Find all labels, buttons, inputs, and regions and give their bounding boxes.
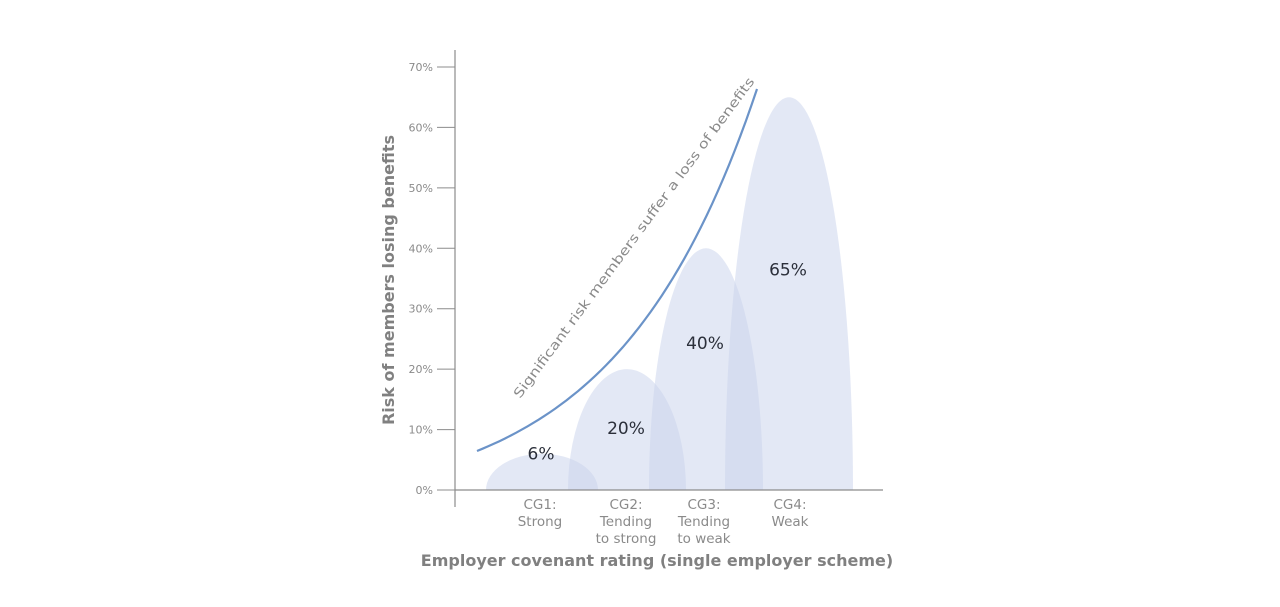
y-ticks: 0% 10% 20% 30% 40% 50% 60% 70% [409,61,455,497]
y-tick-label: 50% [409,182,433,195]
x-category-label: CG2: [609,497,642,513]
x-category-label: CG3: [687,497,720,513]
x-category-label: Tending [677,514,730,530]
x-category-label: CG4: [773,497,806,513]
y-tick-label: 10% [409,424,433,437]
area-hump-4 [725,97,853,491]
y-tick-label: 0% [416,484,433,497]
x-category-label: Strong [518,514,563,530]
x-category-label: CG1: [523,497,556,513]
value-label: 6% [528,445,555,465]
value-labels: 6% 20% 40% 65% [528,260,807,464]
risk-curve-line [476,88,759,453]
area-humps [486,97,853,491]
y-axis-title: Risk of members losing benefits [379,135,398,425]
x-category-label: Tending [599,514,652,530]
x-category-label: Weak [772,514,809,530]
y-tick-label: 20% [409,363,433,376]
y-tick-label: 70% [409,61,433,74]
y-tick-label: 30% [409,303,433,316]
y-tick-label: 40% [409,242,433,255]
x-axis-title: Employer covenant rating (single employe… [421,551,893,570]
x-category-label: to strong [596,531,657,547]
value-label: 40% [686,334,724,354]
value-label: 65% [769,260,807,280]
value-label: 20% [607,419,645,439]
y-tick-label: 60% [409,121,433,134]
x-category-label: to weak [677,531,730,547]
